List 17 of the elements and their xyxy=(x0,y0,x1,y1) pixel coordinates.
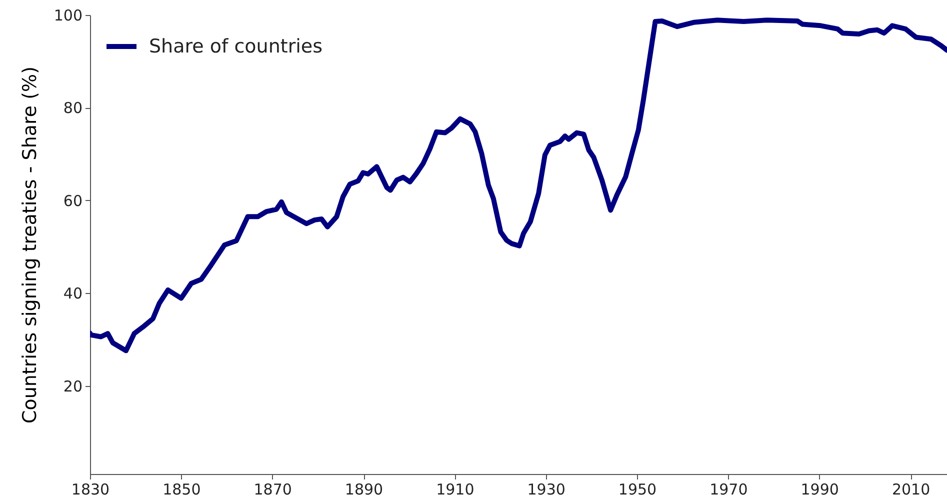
y-tick-label: 100 xyxy=(54,6,82,24)
legend-label: Share of countries xyxy=(149,36,323,58)
y-axis-title: Countries signing treaties - Share (%) xyxy=(18,66,41,424)
x-tick-label: 1850 xyxy=(162,480,201,498)
x-tick-label: 1950 xyxy=(618,480,657,498)
y-tick-label: 80 xyxy=(63,99,82,118)
y-tick-label: 40 xyxy=(63,284,82,303)
x-tick-label: 2010 xyxy=(892,480,930,498)
x-tick-label: 1910 xyxy=(436,480,474,498)
y-tick-label: 20 xyxy=(63,377,82,396)
y-tick-label: 60 xyxy=(63,192,82,210)
x-tick-label: 1890 xyxy=(344,480,384,498)
x-tick-label: 1930 xyxy=(527,480,566,498)
x-tick-label: 1870 xyxy=(254,480,292,498)
x-tick-label: 1830 xyxy=(71,480,110,498)
x-tick-label: 1990 xyxy=(800,480,839,498)
x-tick-label: 1970 xyxy=(710,480,748,498)
